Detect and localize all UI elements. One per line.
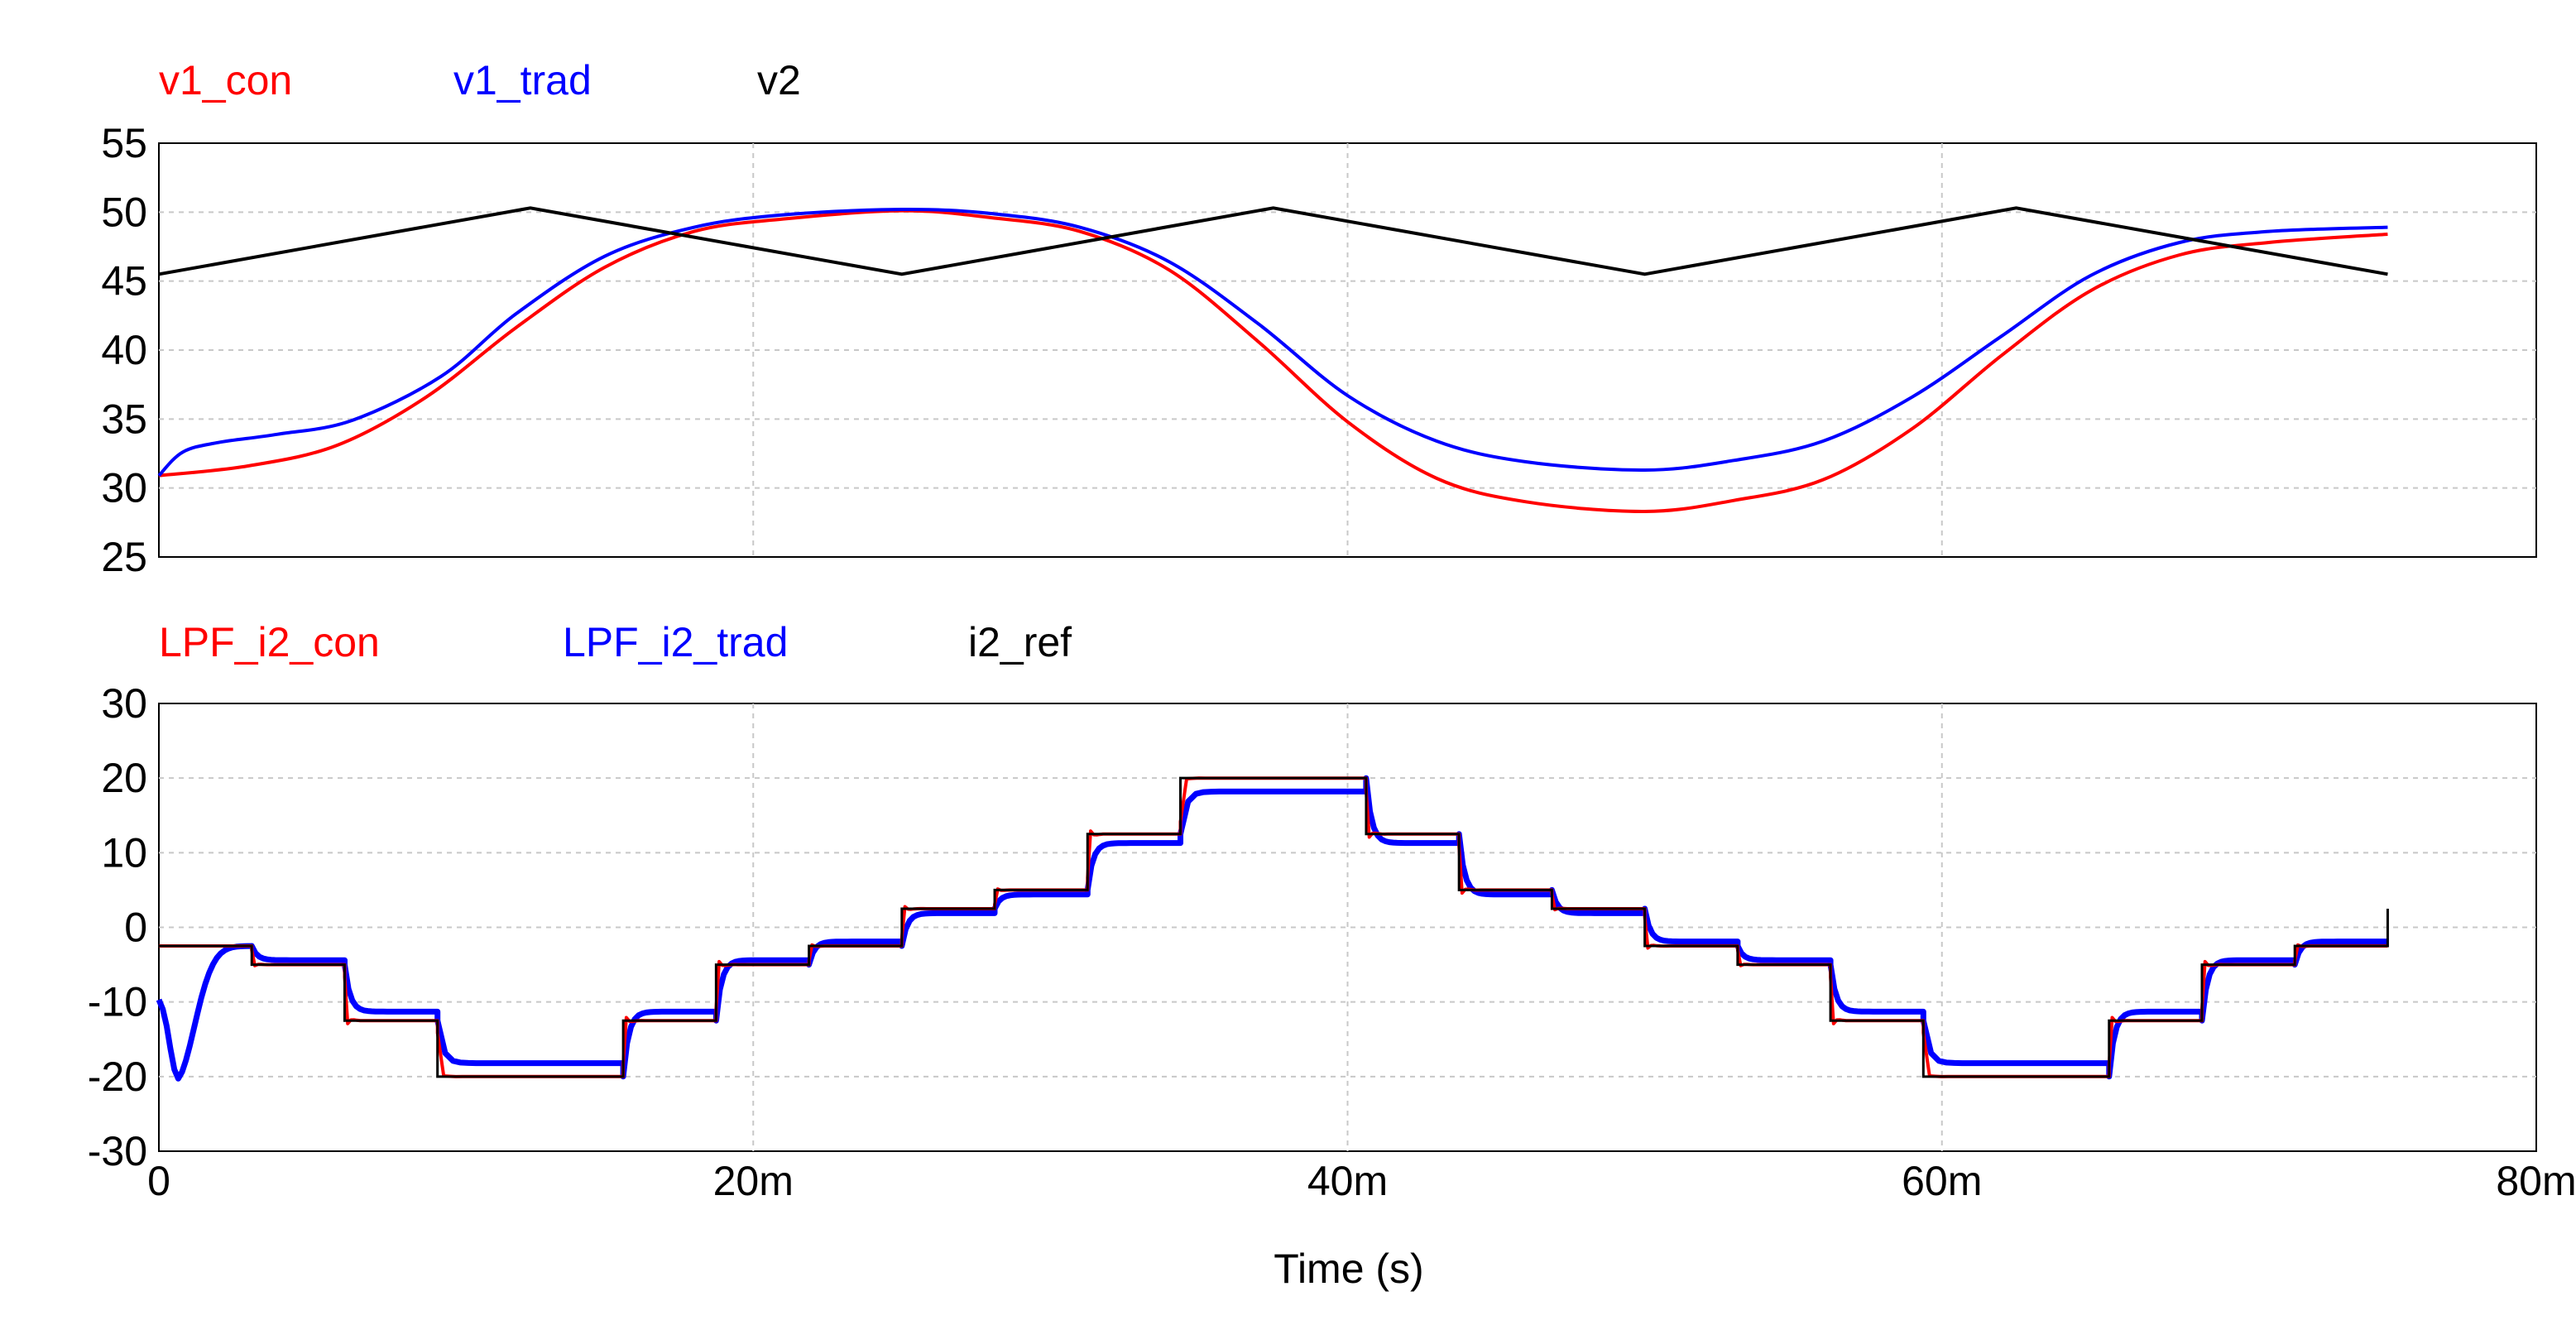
voltage-legend: v1_con v1_trad v2 [159,57,801,103]
series-line-i2-ref [159,776,2389,1078]
legend-v2: v2 [757,57,801,103]
series-line-LPF-i2-trad [156,775,2388,1082]
x-tick-label: 40m [1307,1158,1388,1204]
series-line-v1-con [158,209,2388,514]
y-tick-label: 20 [101,755,147,801]
x-tick-label: 0 [147,1158,170,1204]
x-tick-label: 20m [713,1158,794,1204]
x-axis-title: Time (s) [1274,1246,1423,1292]
legend-v1-con: v1_con [159,57,292,103]
legend-lpf-i2-con: LPF_i2_con [159,619,380,665]
y-tick-label: 25 [101,534,147,580]
y-tick-label: -10 [88,979,147,1025]
x-tick-label: 80m [2496,1158,2576,1204]
y-tick-label: 45 [101,258,147,305]
y-tick-label: -20 [88,1054,147,1100]
y-tick-label: 10 [101,829,147,876]
current-panel: -30 -20 -10 0 10 20 30 0 20m 40m 60m 80m LPF_i2_co… [88,619,2576,1292]
legend-v1-trad: v1_trad [453,57,592,103]
y-tick-label: 55 [101,120,147,166]
current-series [156,775,2389,1082]
voltage-y-tick-labels: 25 30 35 40 45 50 55 [101,120,147,580]
y-tick-label: -30 [88,1128,147,1174]
legend-i2-ref: i2_ref [968,619,1072,665]
y-tick-label: 30 [101,465,147,511]
y-tick-label: 50 [101,189,147,235]
x-tick-label: 60m [1902,1158,1982,1204]
current-legend: LPF_i2_con LPF_i2_trad i2_ref [159,619,1072,665]
current-y-tick-labels: -30 -20 -10 0 10 20 30 [88,680,147,1174]
voltage-panel: 25 30 35 40 45 50 55 v1_con v1_trad v2 [101,57,2537,580]
legend-lpf-i2-trad: LPF_i2_trad [563,619,788,665]
series-line-v1-trad [157,207,2388,478]
y-tick-label: 30 [101,680,147,727]
voltage-series [157,206,2388,514]
series-line-v2 [158,206,2388,276]
y-tick-label: 40 [101,327,147,373]
time-x-tick-labels: 0 20m 40m 60m 80m [147,1158,2576,1204]
y-tick-label: 35 [101,396,147,442]
y-tick-label: 0 [124,905,147,951]
